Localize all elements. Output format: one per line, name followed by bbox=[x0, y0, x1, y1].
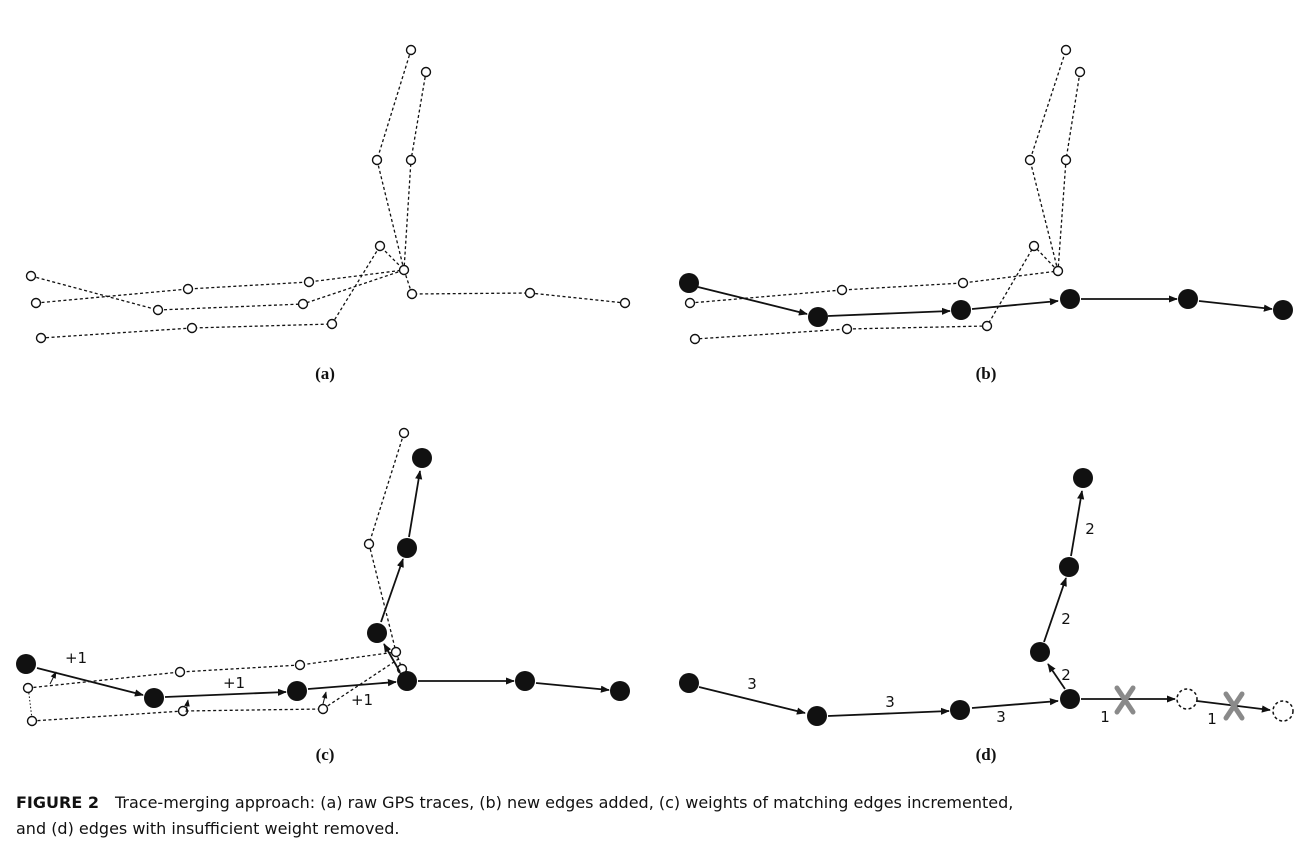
figure-number: FIGURE 2 bbox=[16, 793, 99, 812]
graph-nodes bbox=[679, 468, 1093, 726]
caption-line-1: FIGURE 2 Trace-merging approach: (a) raw … bbox=[16, 790, 1296, 816]
caption-text-1: Trace-merging approach: (a) raw GPS trac… bbox=[114, 793, 1014, 812]
weight-increment-label: +1 bbox=[65, 649, 87, 667]
edge-weight-label: 2 bbox=[1061, 666, 1071, 684]
raw-traces bbox=[689, 49, 1081, 340]
graph-edges bbox=[36, 470, 610, 698]
edge-weight-label: 1 bbox=[1100, 708, 1110, 726]
trace-merging-figure: (a) (b) bbox=[16, 44, 1294, 764]
panel-c: +1 +1 +1 (c) bbox=[16, 427, 630, 764]
edge-weight-label: 2 bbox=[1061, 610, 1071, 628]
panel-d-label: (d) bbox=[976, 745, 997, 764]
edge-weight-label: 3 bbox=[747, 675, 757, 693]
removed-nodes bbox=[1176, 688, 1294, 722]
raw-trace-1 bbox=[30, 244, 406, 339]
gps-points bbox=[22, 427, 410, 727]
removed-marker-icon bbox=[1114, 685, 1136, 715]
caption-text-2: and (d) edges with insufficient weight r… bbox=[16, 819, 400, 838]
raw-traces bbox=[27, 432, 405, 722]
increment-arrows bbox=[49, 671, 328, 713]
edge-weight-label: 2 bbox=[1085, 520, 1095, 538]
removed-marker-icon bbox=[1223, 691, 1245, 721]
kept-edges bbox=[698, 490, 1085, 717]
panel-a: (a) bbox=[25, 44, 631, 383]
graph-nodes bbox=[679, 273, 1293, 327]
panel-a-label: (a) bbox=[315, 364, 335, 383]
graph-nodes bbox=[16, 448, 630, 708]
panel-b: (b) bbox=[679, 44, 1293, 383]
raw-trace-2 bbox=[35, 71, 427, 304]
panel-c-label: (c) bbox=[316, 745, 335, 764]
weight-increment-label: +1 bbox=[351, 691, 373, 709]
gps-points bbox=[684, 44, 1086, 345]
gps-points bbox=[25, 44, 631, 344]
raw-trace-3 bbox=[376, 49, 626, 304]
new-edges bbox=[697, 286, 1273, 317]
edge-weight-label: 3 bbox=[996, 708, 1006, 726]
figure-caption: FIGURE 2 Trace-merging approach: (a) raw … bbox=[16, 790, 1296, 842]
panel-d: 3 3 3 1 1 2 2 2 (d) bbox=[679, 468, 1294, 764]
weight-increment-label: +1 bbox=[223, 674, 245, 692]
panel-b-label: (b) bbox=[976, 364, 997, 383]
edge-weight-label: 1 bbox=[1207, 710, 1217, 728]
edge-weight-label: 3 bbox=[885, 693, 895, 711]
